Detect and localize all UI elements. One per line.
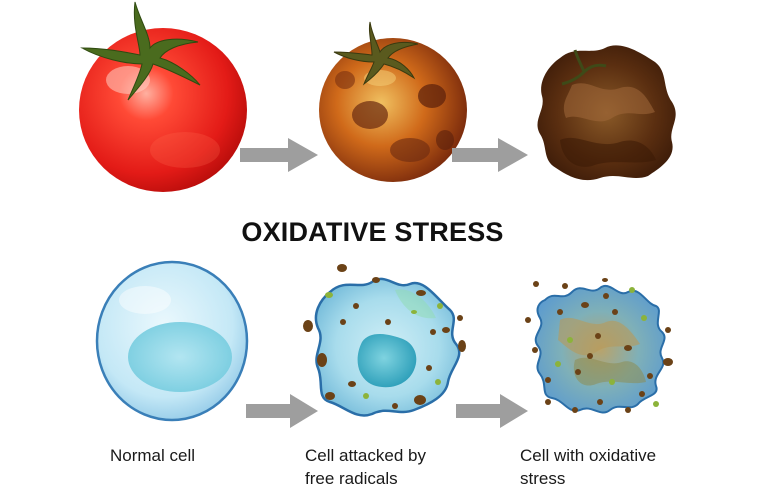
attacked-cell xyxy=(303,264,466,417)
arrow-right xyxy=(240,138,318,172)
arrow-right xyxy=(456,394,528,428)
arrow-right xyxy=(246,394,318,428)
free-radicals xyxy=(525,278,673,413)
tomato-stem xyxy=(80,1,201,101)
attacked-cell-caption: Cell attacked by free radicals xyxy=(305,444,426,490)
caption-line: Cell with oxidative xyxy=(520,446,657,465)
diagram-title: OXIDATIVE STRESS xyxy=(241,217,504,247)
caption-line: Normal cell xyxy=(110,446,196,465)
normal-cell xyxy=(95,260,249,422)
fresh-tomato xyxy=(79,1,247,192)
cell-nucleus xyxy=(128,322,232,392)
normal-cell-caption: Normal cell xyxy=(110,444,195,467)
caption-line: Cell attacked by xyxy=(305,446,426,465)
caption-line: free radicals xyxy=(305,469,398,488)
aging-tomato xyxy=(319,21,467,182)
caption-line: stress xyxy=(520,469,566,488)
arrow-right xyxy=(452,138,528,172)
tomato-stem xyxy=(333,21,419,86)
rotten-tomato xyxy=(537,45,676,181)
oxidative-stressed-cell xyxy=(525,278,673,414)
oxidative-cell-caption: Cell with oxidative stress xyxy=(520,444,656,490)
free-radicals xyxy=(303,264,466,409)
cell-nucleus xyxy=(357,334,417,388)
